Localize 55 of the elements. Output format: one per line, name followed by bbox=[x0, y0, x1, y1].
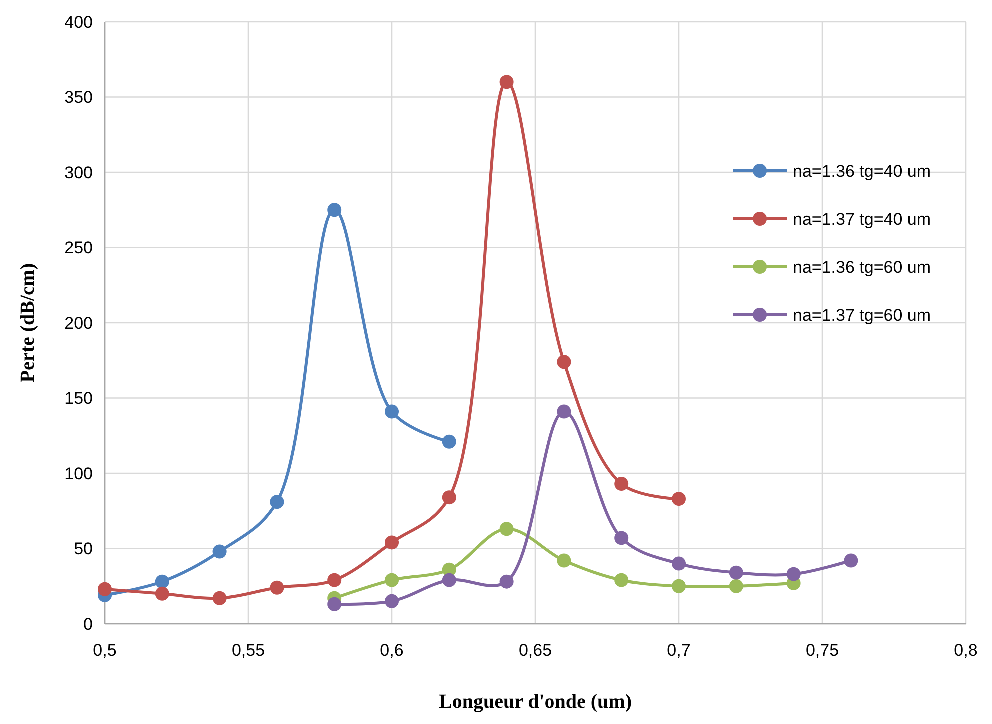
point bbox=[614, 531, 629, 546]
point bbox=[442, 490, 456, 505]
x-tick-label: 0,6 bbox=[380, 641, 404, 660]
x-axis-title: Longueur d'onde (um) bbox=[438, 691, 632, 713]
point bbox=[212, 544, 227, 559]
point bbox=[270, 580, 284, 595]
x-tick-label: 0,7 bbox=[667, 641, 691, 660]
point bbox=[557, 404, 572, 419]
y-tick-label: 0 bbox=[84, 614, 93, 634]
point bbox=[786, 567, 801, 582]
point bbox=[729, 579, 744, 594]
y-tick-label: 400 bbox=[64, 12, 93, 32]
point bbox=[557, 554, 572, 568]
point bbox=[155, 586, 170, 601]
point bbox=[614, 477, 629, 492]
y-tick-label: 250 bbox=[64, 238, 93, 258]
legend-label: na=1.37 tg=60 um bbox=[793, 306, 932, 325]
x-tick-label: 0,75 bbox=[806, 641, 840, 660]
point bbox=[212, 591, 227, 606]
legend-label: na=1.36 tg=40 um bbox=[793, 162, 932, 181]
point bbox=[729, 566, 744, 580]
point bbox=[672, 579, 686, 594]
point bbox=[557, 355, 572, 370]
point bbox=[672, 556, 686, 571]
point bbox=[328, 573, 342, 588]
x-tick-label: 0,8 bbox=[954, 641, 978, 660]
legend-label: na=1.37 tg=40 um bbox=[793, 210, 932, 229]
point bbox=[385, 404, 399, 419]
x-tick-label: 0,5 bbox=[93, 641, 117, 660]
y-tick-label: 300 bbox=[64, 163, 93, 182]
point bbox=[98, 582, 112, 596]
point bbox=[270, 495, 284, 510]
point bbox=[385, 594, 399, 608]
point bbox=[844, 554, 858, 568]
point bbox=[328, 597, 342, 612]
point bbox=[442, 434, 456, 449]
point bbox=[500, 522, 514, 536]
point bbox=[672, 492, 686, 506]
point bbox=[155, 574, 170, 589]
point bbox=[385, 536, 399, 550]
point bbox=[500, 75, 514, 90]
point bbox=[614, 573, 629, 588]
y-axis-title: Perte (dB/cm) bbox=[17, 263, 39, 383]
point bbox=[442, 573, 456, 588]
y-tick-label: 200 bbox=[64, 314, 93, 333]
y-tick-label: 50 bbox=[74, 540, 93, 559]
y-tick-label: 150 bbox=[64, 389, 93, 408]
point bbox=[328, 203, 342, 218]
y-tick-label: 100 bbox=[64, 464, 93, 484]
x-tick-label: 0,55 bbox=[232, 641, 266, 660]
point bbox=[385, 573, 399, 588]
legend-label: na=1.36 tg=60 um bbox=[793, 258, 932, 277]
point bbox=[500, 574, 514, 589]
x-tick-label: 0,65 bbox=[518, 641, 552, 660]
y-tick-label: 350 bbox=[64, 88, 93, 108]
